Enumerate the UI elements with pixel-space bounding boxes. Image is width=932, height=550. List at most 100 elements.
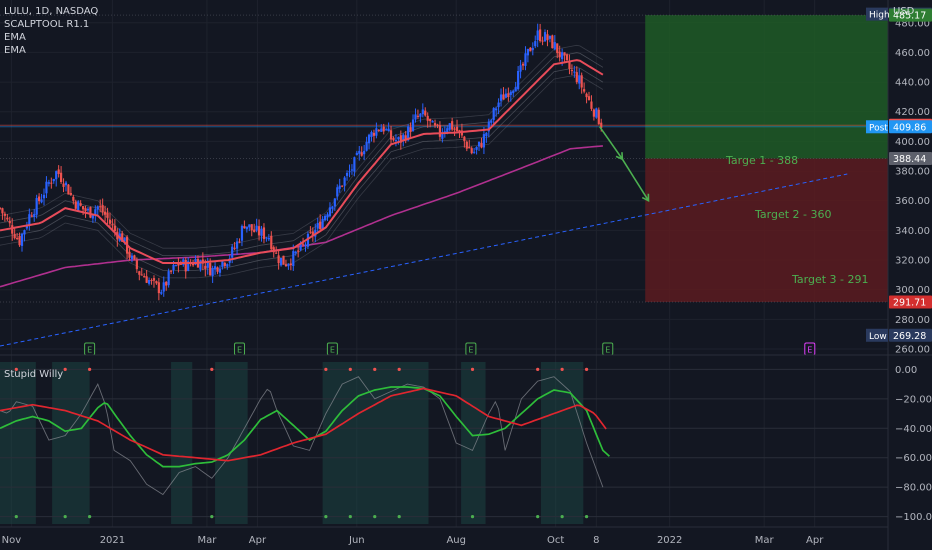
candle-body: [438, 125, 442, 137]
candle-body: [306, 233, 310, 247]
candle-body: [475, 146, 478, 150]
candle-body: [370, 132, 373, 137]
candle-body: [108, 219, 112, 224]
candle-body: [565, 54, 569, 61]
candle-body: [89, 207, 92, 218]
x-tick-label: Mar: [197, 535, 217, 546]
time-axis[interactable]: Nov 2021 Mar Apr Jun Aug Oct 8 2022 Mar Apr: [2, 535, 825, 546]
candle-body: [103, 211, 107, 215]
oscillator-series-line: [0, 387, 607, 462]
candle-body: [157, 282, 160, 294]
candle-body: [536, 30, 539, 41]
candle-body: [23, 230, 26, 235]
indicator-ema-2[interactable]: EMA: [4, 45, 26, 56]
candle-body: [165, 281, 168, 286]
ema-band-line: [0, 67, 604, 271]
candle-body: [465, 141, 468, 149]
oscillator-tick-label: 0.00: [895, 365, 917, 376]
candle-body: [365, 141, 368, 151]
candle-body: [106, 212, 109, 218]
candle-body: [419, 113, 422, 117]
candle-body: [543, 32, 547, 42]
earnings-marker-label: E: [807, 346, 812, 355]
x-tick-label: Nov: [2, 535, 22, 546]
oscillator-shade-band: [461, 362, 486, 524]
candle-body: [18, 235, 21, 246]
oscillator-shade-band: [540, 362, 584, 524]
candle-body: [3, 213, 6, 216]
x-tick-label: Oct: [547, 535, 564, 546]
candle-body: [580, 75, 583, 88]
candle-body: [143, 276, 146, 278]
target-zone: [645, 15, 888, 159]
candle-body: [160, 292, 163, 294]
candle-body: [480, 142, 483, 148]
oscillator-dot: [584, 515, 589, 519]
candle-body: [206, 262, 209, 268]
oscillator-series-line: [0, 376, 604, 496]
candle-body: [468, 146, 471, 149]
candle-body: [240, 225, 244, 241]
y-tick-label: 280.00: [895, 315, 930, 326]
candle-body: [521, 63, 525, 66]
candle-body: [128, 251, 131, 258]
oscillator-dot: [88, 515, 92, 519]
price-level-lines: [0, 14, 888, 303]
symbol-title: LULU, 1D, NASDAQ: [4, 6, 98, 17]
candle-body: [147, 280, 151, 284]
candle-body: [590, 101, 593, 109]
candle-body: [267, 237, 270, 240]
price-axis[interactable]: 260.00 280.00 300.00 320.00 340.00 360.00 380.…: [895, 18, 930, 355]
x-tick-label: Jun: [348, 535, 365, 546]
candle-body: [155, 281, 158, 284]
oscillator-title[interactable]: Stupid Willy: [4, 369, 63, 380]
candle-body: [238, 241, 241, 243]
candle-body: [294, 251, 297, 254]
candle-body: [67, 184, 70, 195]
candle-body: [431, 120, 434, 123]
candle-body: [265, 237, 268, 239]
candle-body: [243, 226, 246, 229]
candle-body: [578, 75, 581, 84]
candle-body: [52, 178, 55, 182]
forecast-arrowhead: [641, 193, 650, 203]
candle-body: [592, 109, 596, 117]
candle-body: [397, 137, 400, 140]
y-tick-label: 440.00: [895, 78, 930, 89]
oscillator-dot: [14, 515, 18, 519]
stop-zone: [645, 158, 888, 303]
candle-body: [407, 126, 410, 141]
candle-body: [272, 247, 275, 253]
price-badge: [889, 328, 932, 342]
candle-body: [231, 246, 234, 258]
oscillator-dot: [14, 367, 18, 371]
y-tick-label: 460.00: [895, 48, 930, 59]
candle-body: [458, 130, 461, 132]
candle-body: [539, 29, 542, 41]
candle-body: [311, 231, 314, 236]
candle-body: [343, 177, 346, 186]
candle-body: [11, 225, 14, 234]
candle-body: [204, 265, 207, 269]
candle-body: [433, 123, 437, 126]
candle-body: [367, 134, 371, 144]
candle-body: [262, 227, 266, 239]
candle-body: [597, 109, 600, 125]
candle-body: [209, 262, 212, 276]
y-tick-label: 300.00: [895, 285, 930, 296]
candle-body: [358, 150, 361, 154]
candle-body: [226, 264, 229, 267]
candle-body: [524, 53, 527, 66]
candle-body: [353, 157, 356, 172]
y-tick-label: 400.00: [895, 137, 930, 148]
indicator-ema-1[interactable]: EMA: [4, 32, 26, 43]
oscillator-dot: [536, 515, 540, 519]
candle-body: [482, 134, 486, 148]
candle-body: [558, 51, 561, 58]
candle-body: [20, 233, 24, 246]
oscillator-axis[interactable]: 0.00 −20.00 −40.00 −60.00 −80.00 −100.00: [895, 365, 932, 523]
indicator-scalptool[interactable]: SCALPTOOL R1.1: [4, 19, 89, 30]
candle-body: [316, 222, 319, 229]
candle-body: [130, 255, 134, 260]
